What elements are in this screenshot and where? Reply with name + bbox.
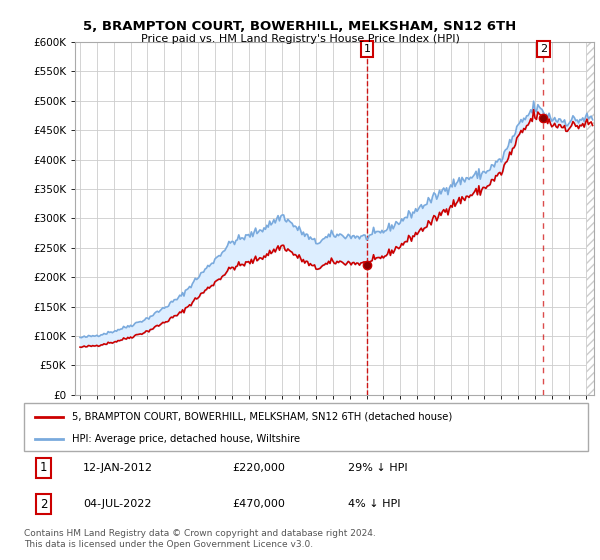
Text: 1: 1 xyxy=(364,44,371,54)
FancyBboxPatch shape xyxy=(24,403,588,451)
Text: £470,000: £470,000 xyxy=(233,499,286,509)
Text: 4% ↓ HPI: 4% ↓ HPI xyxy=(348,499,401,509)
Text: 5, BRAMPTON COURT, BOWERHILL, MELKSHAM, SN12 6TH (detached house): 5, BRAMPTON COURT, BOWERHILL, MELKSHAM, … xyxy=(72,412,452,422)
Text: HPI: Average price, detached house, Wiltshire: HPI: Average price, detached house, Wilt… xyxy=(72,434,300,444)
Text: 12-JAN-2012: 12-JAN-2012 xyxy=(83,463,153,473)
Text: Contains HM Land Registry data © Crown copyright and database right 2024.
This d: Contains HM Land Registry data © Crown c… xyxy=(24,529,376,549)
Text: 5, BRAMPTON COURT, BOWERHILL, MELKSHAM, SN12 6TH: 5, BRAMPTON COURT, BOWERHILL, MELKSHAM, … xyxy=(83,20,517,32)
Text: 2: 2 xyxy=(40,497,47,511)
Text: 2: 2 xyxy=(540,44,547,54)
Text: Price paid vs. HM Land Registry's House Price Index (HPI): Price paid vs. HM Land Registry's House … xyxy=(140,34,460,44)
Text: £220,000: £220,000 xyxy=(233,463,286,473)
Text: 29% ↓ HPI: 29% ↓ HPI xyxy=(348,463,408,473)
Text: 1: 1 xyxy=(40,461,47,474)
Text: 04-JUL-2022: 04-JUL-2022 xyxy=(83,499,152,509)
